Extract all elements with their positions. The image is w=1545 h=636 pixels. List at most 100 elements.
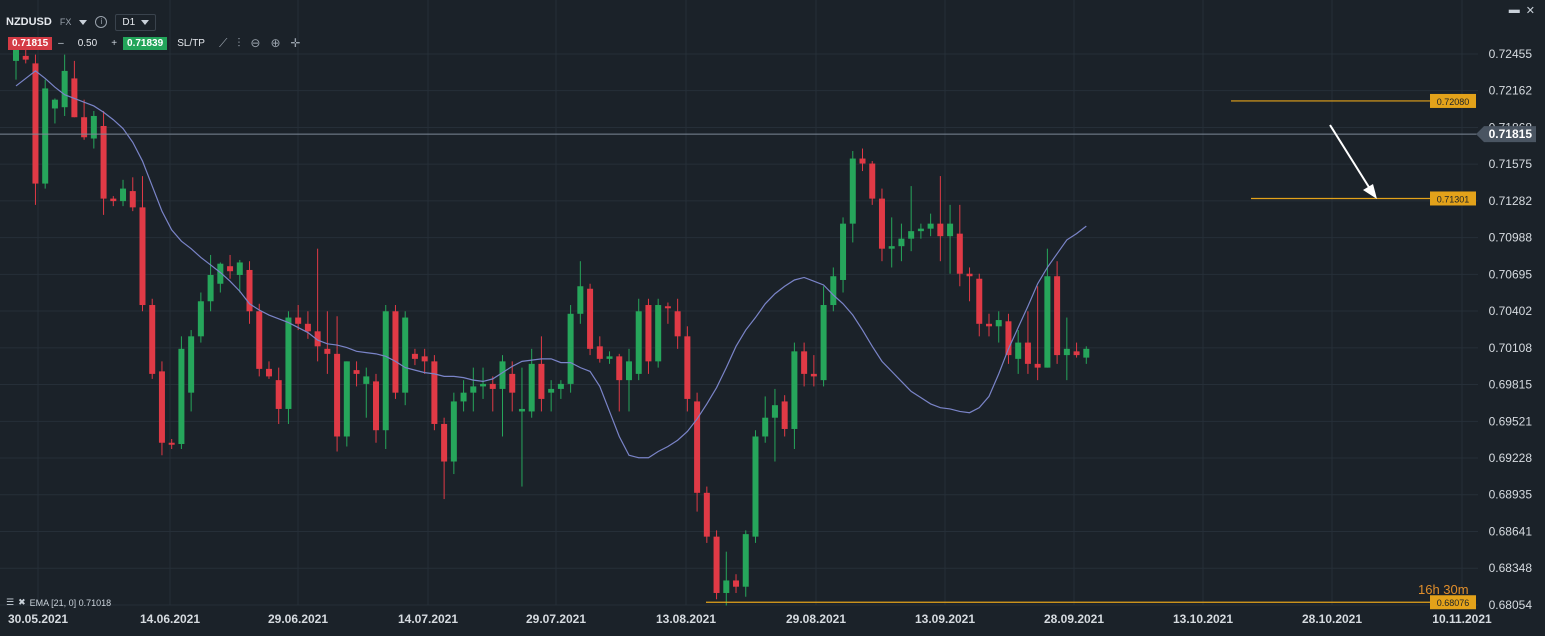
zoom-out-icon[interactable]: ⊖	[250, 36, 261, 50]
candle-body	[1044, 276, 1051, 368]
candle-body	[781, 401, 788, 429]
x-tick-label: 10.11.2021	[1432, 612, 1492, 626]
indicator-settings-icon[interactable]: ☰	[6, 597, 15, 607]
candle-body	[402, 317, 409, 393]
candle-body	[246, 269, 253, 312]
x-tick-label: 29.07.2021	[526, 612, 586, 626]
timeframe-dropdown-icon	[141, 19, 150, 25]
increase-qty-button[interactable]: +	[111, 37, 118, 49]
quantity-input[interactable]: 0.50	[77, 37, 98, 49]
candle-body	[450, 401, 457, 462]
x-tick-label: 29.08.2021	[786, 612, 846, 626]
candle-body	[129, 191, 136, 208]
candle-body	[518, 408, 525, 412]
candle-body	[373, 381, 380, 431]
candle-body	[275, 380, 282, 409]
y-tick-label: 0.71575	[1489, 157, 1533, 171]
candle-body	[538, 363, 545, 399]
level-label: 0.71301	[1437, 194, 1470, 204]
candle-body	[61, 70, 68, 108]
maximize-icon[interactable]: ▬	[1508, 4, 1520, 16]
y-tick-label: 0.69228	[1489, 451, 1533, 465]
close-icon[interactable]: ✕	[1525, 5, 1535, 17]
indicator-remove-icon[interactable]: ✖	[18, 597, 26, 607]
candles-icon[interactable]: ⫶	[237, 35, 241, 50]
ema-line	[15, 70, 1087, 459]
candle-body	[684, 336, 691, 399]
symbol-dropdown-icon[interactable]	[79, 19, 88, 25]
candle-body	[421, 356, 428, 362]
candle-body	[13, 49, 19, 61]
current-price-badge	[1476, 126, 1536, 143]
candle-body	[324, 348, 331, 354]
sltp-button[interactable]: SL/TP	[177, 37, 205, 49]
candle-body	[81, 117, 88, 138]
candle-body	[703, 492, 710, 537]
candle-body	[616, 356, 623, 381]
candle-body	[947, 223, 954, 237]
candle-body	[927, 223, 934, 229]
y-tick-label: 0.68935	[1489, 488, 1533, 502]
level-badge	[1430, 191, 1476, 206]
candle-body	[810, 373, 817, 377]
candle-body	[635, 311, 642, 374]
candle-body	[1063, 348, 1070, 356]
candle-body	[762, 417, 769, 437]
x-tick-label: 13.08.2021	[656, 612, 716, 626]
candle-body	[976, 278, 983, 324]
y-tick-label: 0.68348	[1489, 561, 1533, 575]
zoom-in-icon[interactable]: ⊕	[270, 36, 281, 50]
info-icon[interactable]: i	[95, 16, 108, 28]
y-tick-label: 0.68641	[1489, 525, 1533, 539]
x-tick-label: 14.06.2021	[140, 612, 200, 626]
candle-body	[596, 346, 603, 359]
candle-body	[1054, 276, 1061, 356]
symbol-name[interactable]: NZDUSD	[6, 16, 52, 28]
candle-body	[723, 580, 730, 593]
level-label: 0.72080	[1437, 97, 1470, 107]
candle-body	[995, 320, 1002, 327]
candle-body	[878, 198, 885, 249]
candle-body	[158, 371, 165, 443]
candle-body	[178, 348, 185, 444]
candle-body	[382, 311, 389, 431]
candle-body	[713, 536, 720, 593]
candle-body	[285, 317, 292, 409]
line-chart-icon[interactable]: ⟋	[218, 35, 228, 50]
candle-body	[353, 370, 360, 374]
candle-body	[100, 125, 107, 199]
x-tick-label: 28.09.2021	[1044, 612, 1104, 626]
candle-body	[752, 436, 759, 537]
y-tick-label: 0.70695	[1489, 267, 1533, 281]
candle-body	[120, 188, 127, 202]
sell-button[interactable]: 0.71815	[8, 36, 53, 50]
candle-body	[343, 361, 350, 437]
x-tick-label: 29.06.2021	[268, 612, 328, 626]
y-tick-label: 0.72162	[1489, 84, 1533, 98]
candle-body	[110, 198, 117, 202]
candle-body	[1024, 342, 1031, 364]
y-tick-label: 0.70108	[1489, 341, 1533, 355]
candle-body	[587, 288, 594, 349]
candle-body	[217, 263, 224, 284]
decrease-qty-button[interactable]: –	[58, 37, 64, 49]
timeframe-select[interactable]: D1	[115, 13, 157, 31]
candle-body	[90, 115, 97, 139]
candle-body	[42, 88, 49, 184]
candle-body	[567, 313, 574, 384]
candle-body	[304, 323, 311, 332]
candle-body	[674, 311, 681, 337]
candle-body	[139, 207, 146, 306]
candle-body	[22, 55, 29, 60]
buy-button[interactable]: 0.71839	[123, 36, 168, 50]
candle-body	[334, 353, 341, 437]
chart-toolbar: NZDUSD FX i D1	[6, 12, 157, 32]
candle-body	[801, 351, 808, 374]
indicator-legend: ☰ ✖ EMA [21, 0] 0.71018	[6, 597, 111, 608]
candle-body	[917, 228, 924, 232]
crosshair-icon[interactable]: ✛	[290, 36, 301, 50]
candle-body	[830, 276, 837, 306]
candle-body	[207, 274, 214, 302]
candle-body	[489, 383, 496, 389]
